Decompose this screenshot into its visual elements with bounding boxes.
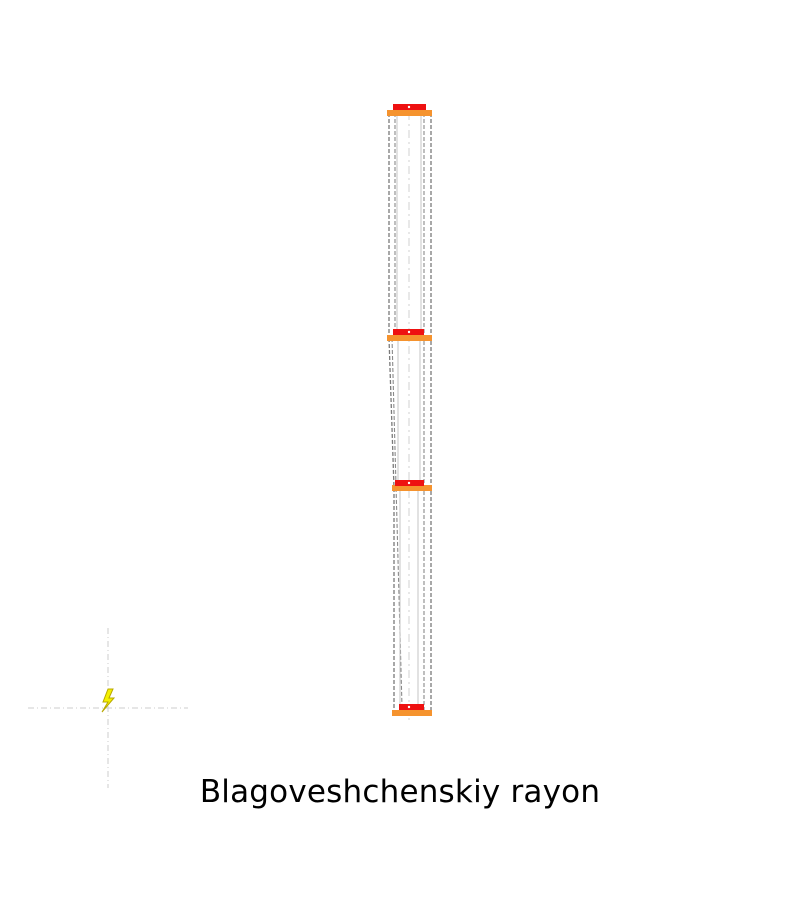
level-marker-upper-middle (387, 329, 432, 341)
column-structure (387, 104, 432, 722)
red-cap (399, 704, 424, 710)
level-marker-lower-middle (392, 480, 432, 491)
orange-bar (392, 485, 432, 491)
level-marker-bottom (392, 704, 432, 716)
orange-bar (387, 335, 432, 341)
lightning-bolt-icon (101, 688, 116, 713)
orange-bar (392, 710, 432, 716)
marker-crosshair (28, 628, 188, 788)
orange-bar (387, 110, 432, 116)
column-inner-guides (396, 113, 422, 710)
column-outer-outline (388, 113, 432, 713)
diagram-caption: Blagoveshchenskiy rayon (199, 774, 601, 810)
level-marker-top (387, 104, 432, 116)
